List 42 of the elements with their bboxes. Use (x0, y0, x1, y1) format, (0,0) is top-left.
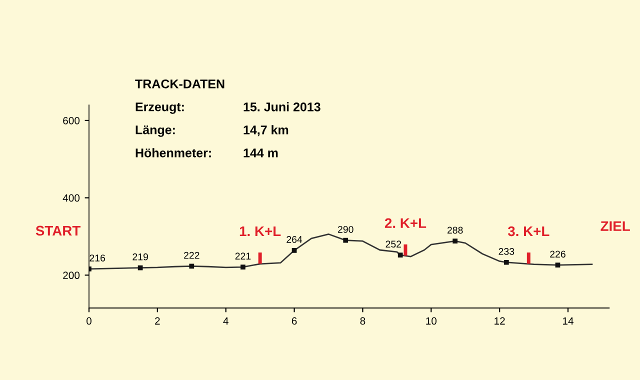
point (138, 265, 143, 270)
text: 252 (386, 240, 402, 248)
text: TRACK-DATEN (135, 80, 224, 88)
point (292, 248, 297, 253)
x-tick-label: 6 (292, 317, 297, 325)
annotation: 144 m (244, 148, 278, 158)
point (452, 238, 458, 244)
text: 226 (550, 250, 566, 258)
x-tick-label: 2 (155, 317, 160, 325)
annotation: Länge: (136, 126, 175, 137)
annotation: ZIEL (600, 221, 630, 231)
text: 222 (184, 252, 200, 259)
annotation: START (36, 226, 81, 236)
point (504, 260, 509, 265)
x-tick-label: 0 (86, 317, 92, 325)
annotation: 3. K+L (508, 226, 550, 236)
text: 233 (498, 248, 514, 255)
annotation: 15. Juni 2013 (244, 102, 320, 112)
text: 216 (90, 254, 106, 262)
x-tick-label: 8 (360, 317, 366, 325)
text: 221 (235, 252, 251, 260)
y-tick-label: 600 (63, 116, 80, 124)
point (398, 252, 403, 258)
text: 219 (132, 253, 148, 260)
x-tick-label: 12 (494, 317, 505, 325)
text: 264 (286, 236, 302, 243)
annotation: Höhenmeter: (136, 148, 211, 158)
x-tick-label: 14 (563, 317, 574, 325)
x-tick-label: 10 (426, 317, 437, 325)
annotation: 2. K+L (384, 218, 426, 228)
point (555, 262, 560, 268)
y-tick-label: 400 (62, 194, 80, 202)
y-tick-label: 200 (63, 272, 80, 280)
text: 290 (338, 226, 354, 233)
point (189, 264, 194, 269)
annotation: Erzeugt: (136, 102, 184, 114)
text: 288 (447, 226, 463, 234)
annotation: 14,7 km (244, 125, 288, 136)
point (343, 238, 348, 243)
x-tick-label: 4 (223, 317, 228, 325)
annotation: 1. K+L (240, 226, 281, 236)
point (240, 264, 246, 270)
